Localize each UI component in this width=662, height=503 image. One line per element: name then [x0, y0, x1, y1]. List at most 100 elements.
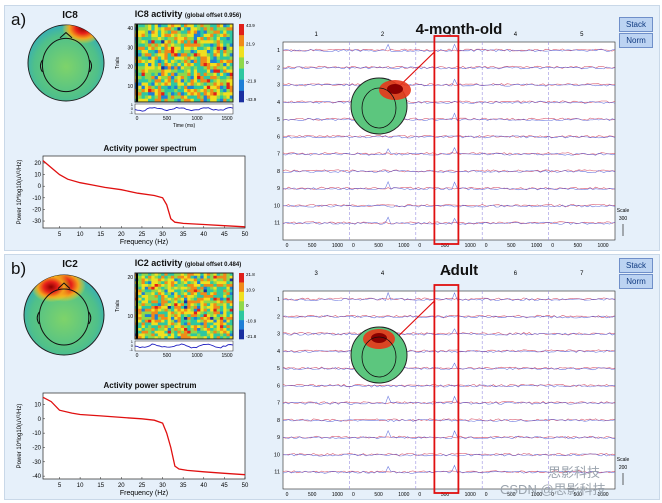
heatmap-cell: [174, 303, 178, 307]
heatmap-cell: [213, 27, 218, 31]
heatmap-cell: [203, 95, 208, 100]
heatmap-cell: [226, 328, 231, 332]
heatmap-cell: [157, 85, 162, 90]
heatmap-cell: [177, 85, 182, 90]
heatmap-cell: [213, 278, 218, 282]
heatmap-cell: [167, 319, 172, 323]
heatmap-cell: [157, 79, 162, 83]
heatmap-cell: [187, 82, 191, 87]
channel-label: 11: [274, 470, 280, 476]
colorbar-cell: [239, 301, 244, 312]
heatmap-cell: [161, 317, 165, 321]
heatmap-cell: [213, 306, 218, 310]
heatmap-cell: [154, 79, 159, 83]
heatmap-cell: [229, 297, 234, 301]
heatmap-cell: [184, 43, 188, 48]
heatmap-cell: [216, 43, 221, 48]
heatmap-cell: [164, 275, 169, 279]
heatmap-cell: [223, 33, 227, 38]
heatmap-cell: [138, 37, 142, 41]
heatmap-cell: [190, 30, 195, 35]
x-tick-label: 40: [200, 232, 207, 238]
x-tick-label: 10: [77, 483, 84, 489]
heatmap-cell: [180, 43, 185, 48]
heatmap-cell: [184, 92, 188, 96]
heatmap-cell: [148, 92, 152, 96]
colorbar-cell: [239, 57, 244, 69]
heatmap-cell: [164, 281, 169, 285]
heatmap-cell: [157, 33, 162, 38]
heatmap-cell: [219, 66, 224, 70]
heatmap-cell: [219, 311, 224, 315]
channel-trace: [282, 112, 616, 122]
heatmap-cell: [164, 79, 169, 83]
heatmap-cell: [167, 53, 172, 57]
heatmap-cell: [213, 37, 218, 41]
epoch-time-label: 1000: [531, 492, 542, 498]
stack-button[interactable]: Stack: [619, 17, 653, 32]
heatmap-cell: [154, 40, 159, 44]
heatmap-cell: [197, 322, 201, 326]
heatmap-cell: [144, 295, 149, 299]
heatmap-cell: [229, 322, 234, 326]
colorbar-cell: [239, 329, 244, 340]
heatmap-cell: [203, 303, 208, 307]
heatmap-cell: [216, 95, 221, 100]
heatmap-cell: [223, 306, 227, 310]
epoch-number: 2: [381, 32, 385, 38]
heatmap-cell: [170, 89, 175, 93]
heatmap-cell: [197, 330, 201, 334]
x-tick-label: 20: [118, 483, 125, 489]
heatmap-cell: [157, 292, 162, 296]
heatmap-cell: [210, 66, 214, 70]
heatmap-cell: [167, 85, 172, 90]
heatmap-cell: [177, 76, 182, 80]
heatmap-cell: [223, 89, 227, 93]
heatmap-cell: [144, 85, 149, 90]
heatmap-cell: [141, 319, 146, 323]
heatmap-cell: [213, 95, 218, 100]
heatmap-cell: [164, 308, 169, 312]
heatmap-cell: [170, 98, 175, 103]
heatmap-cell: [138, 275, 142, 279]
heatmap-cell: [144, 300, 149, 304]
norm-button[interactable]: Norm: [619, 33, 653, 48]
heatmap-cell: [184, 319, 188, 323]
heatmap-cell: [151, 72, 155, 77]
heatmap-cell: [203, 63, 208, 67]
heatmap-cell: [226, 95, 231, 100]
heatmap-cell: [216, 322, 221, 326]
heatmap-cell: [174, 43, 178, 48]
head-outline: [38, 288, 90, 346]
heatmap-cell: [184, 278, 188, 282]
heatmap-cell: [148, 314, 152, 318]
heatmap-cell: [219, 308, 224, 312]
heatmap-cell: [174, 295, 178, 299]
heatmap-cell: [226, 27, 231, 31]
group-title: Adult: [439, 262, 479, 279]
spectrum-axes: [42, 155, 246, 229]
norm-button[interactable]: Norm: [619, 274, 653, 289]
epoch-number: 4: [514, 32, 518, 38]
stack-button[interactable]: Stack: [619, 258, 653, 273]
heatmap-cell: [184, 297, 188, 301]
heatmap-cell: [197, 82, 201, 87]
heatmap-cell: [206, 289, 211, 293]
heatmap-cell: [229, 300, 234, 304]
colorbar-cell: [239, 90, 244, 103]
heatmap-cell: [167, 92, 172, 96]
heatmap-cell: [216, 319, 221, 323]
heatmap-cell: [180, 98, 185, 103]
heatmap-cell: [187, 40, 191, 44]
heatmap-cell: [219, 319, 224, 323]
heatmap-cell: [174, 306, 178, 310]
heatmap-cell: [144, 46, 149, 51]
heatmap-cell: [184, 53, 188, 57]
heatmap-cell: [164, 30, 169, 35]
heatmap-cell: [193, 336, 198, 340]
heatmap-cell: [184, 314, 188, 318]
heatmap-cell: [229, 59, 234, 64]
heatmap-cell: [177, 333, 182, 337]
heatmap-cell: [223, 76, 227, 80]
